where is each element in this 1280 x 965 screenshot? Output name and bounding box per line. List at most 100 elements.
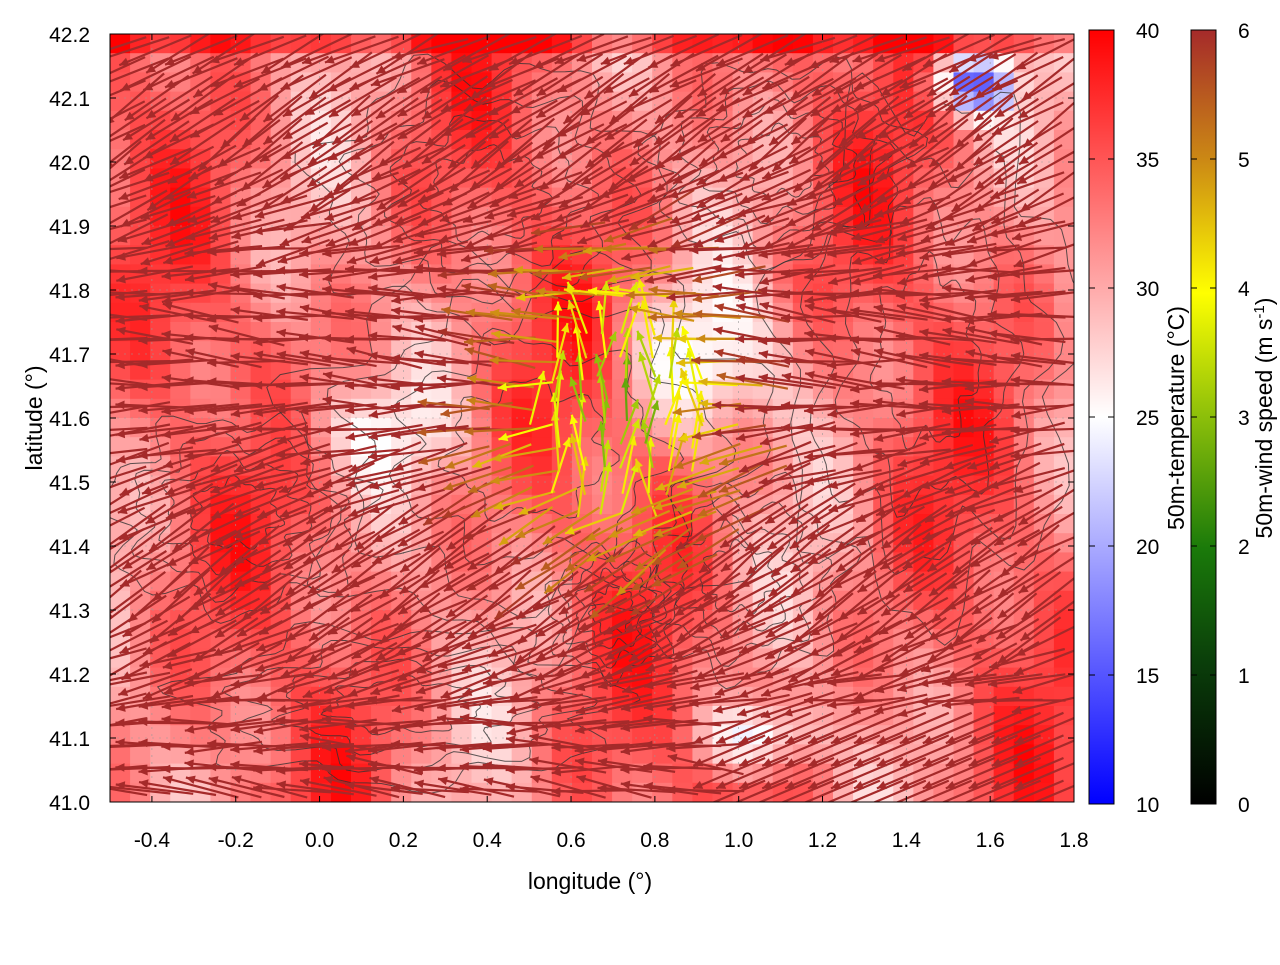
wind-vector-head — [92, 267, 101, 276]
wind-vector-head — [831, 803, 841, 811]
wind-vector-head — [1015, 803, 1025, 811]
temperature-cell — [733, 380, 754, 400]
temperature-cell — [1054, 687, 1075, 707]
wind-vector-shaft — [534, 248, 604, 249]
temperature-cell — [994, 687, 1015, 707]
temperature-cell — [994, 303, 1015, 323]
wind-vector-head — [93, 314, 102, 323]
temperature-cell — [130, 341, 151, 361]
temperature-cell — [451, 725, 472, 745]
x-tick-label: 0.2 — [389, 829, 418, 852]
wind-vector-head — [808, 803, 818, 811]
temperature-cell — [271, 380, 292, 400]
temperature-cell — [150, 725, 171, 745]
temperature-cell — [431, 725, 452, 745]
wind-vector-shaft — [552, 790, 630, 791]
wind-vector-head — [101, 584, 111, 593]
colorbar-tick-label: 6 — [1238, 20, 1250, 43]
wind-vector-head — [762, 803, 772, 811]
temperature-cell — [1054, 53, 1075, 73]
wind-label-end: ) — [1251, 298, 1277, 306]
y-tick-label: 41.3 — [49, 600, 90, 623]
colorbar-tick-label: 30 — [1136, 278, 1159, 301]
wind-vector-head — [969, 803, 979, 811]
y-axis-label: latitude (°) — [21, 365, 47, 470]
temperature-cell — [492, 360, 513, 380]
y-tick-label: 41.5 — [49, 472, 90, 495]
x-tick-label: 1.0 — [724, 829, 753, 852]
temperature-cell — [1054, 495, 1075, 515]
colorbar-tick-label: 25 — [1136, 407, 1159, 430]
y-tick-label: 41.7 — [49, 344, 90, 367]
wind-vector-head — [93, 722, 102, 731]
wind-vector-head — [95, 55, 105, 63]
colorbar-tick-label: 0 — [1238, 794, 1250, 817]
wind-vector-head — [93, 703, 103, 712]
temperature-cell — [371, 591, 392, 611]
temperature-cell — [652, 418, 673, 438]
wind-vector-head — [96, 463, 106, 471]
wind-vector-head — [900, 803, 910, 811]
temperature-cell — [1054, 111, 1075, 131]
wind-vector-shaft — [1011, 339, 1089, 340]
colorbar-tick-label: 5 — [1238, 149, 1250, 172]
wind-vector-shaft — [230, 248, 308, 249]
wind-vector-head — [77, 560, 87, 568]
colorbar-tick-label: 15 — [1136, 665, 1159, 688]
wind-vector-head — [93, 766, 102, 775]
temperature-cell — [873, 360, 894, 380]
y-tick-label: 41.6 — [49, 408, 90, 431]
x-tick-label: -0.2 — [218, 829, 254, 852]
temperature-cell — [612, 399, 633, 419]
wind-vector-head — [99, 221, 109, 229]
wind-vector-head — [923, 803, 933, 811]
temperature-cell — [1034, 706, 1055, 726]
colorbar-tick-label: 40 — [1136, 20, 1159, 43]
wind-vector-head — [71, 708, 81, 716]
wind-vector-head — [70, 768, 79, 777]
temperature-cell — [411, 437, 432, 457]
x-axis-label: longitude (°) — [528, 868, 652, 894]
colorbar-tick-label: 1 — [1238, 665, 1250, 688]
temperature-cell — [512, 341, 533, 361]
wind-vector-head — [80, 632, 90, 641]
wind-vector-head — [73, 644, 83, 652]
wind-vector-head — [92, 358, 101, 367]
temperature-cell — [492, 399, 513, 419]
wind-vector-head — [70, 452, 79, 461]
wind-vector-head — [693, 803, 703, 811]
wind-vector-head — [716, 803, 726, 811]
wind-vector-head — [75, 129, 85, 137]
temperature-cell — [753, 341, 774, 361]
wind-vector-head — [92, 336, 101, 345]
wind-vector-head — [877, 803, 887, 811]
temperature-cell — [974, 687, 995, 707]
temperature-cell — [954, 514, 975, 534]
y-tick-label: 41.1 — [49, 728, 90, 751]
wind-vector-head — [100, 673, 110, 681]
temperature-cell — [974, 264, 995, 284]
x-tick-label: 0.4 — [473, 829, 503, 852]
colorbar-tick-label: 3 — [1238, 407, 1250, 430]
wind-vector-head — [101, 178, 111, 187]
temperature-cell — [652, 725, 673, 745]
wind-vector-head — [70, 779, 80, 788]
wind-vector-head — [70, 306, 80, 315]
wind-vector-head — [739, 803, 749, 811]
wind-vector-head — [93, 682, 103, 691]
temperature-cell — [692, 341, 713, 361]
x-tick-label: 1.2 — [808, 829, 837, 852]
temperature-cell — [1054, 418, 1075, 438]
y-tick-label: 41.8 — [49, 280, 90, 303]
x-tick-label: 0.0 — [305, 829, 334, 852]
temperature-cell — [612, 380, 633, 400]
wind-vector-shaft — [781, 361, 859, 362]
temperature-cell — [351, 764, 372, 784]
wind-vector-head — [98, 241, 108, 249]
x-tick-label: 1.4 — [892, 829, 922, 852]
temperature-cell — [110, 341, 131, 361]
wind-vector-head — [93, 782, 102, 791]
wind-label-main: 50m-wind speed (m s — [1251, 319, 1277, 539]
temperature-cell — [833, 111, 854, 131]
